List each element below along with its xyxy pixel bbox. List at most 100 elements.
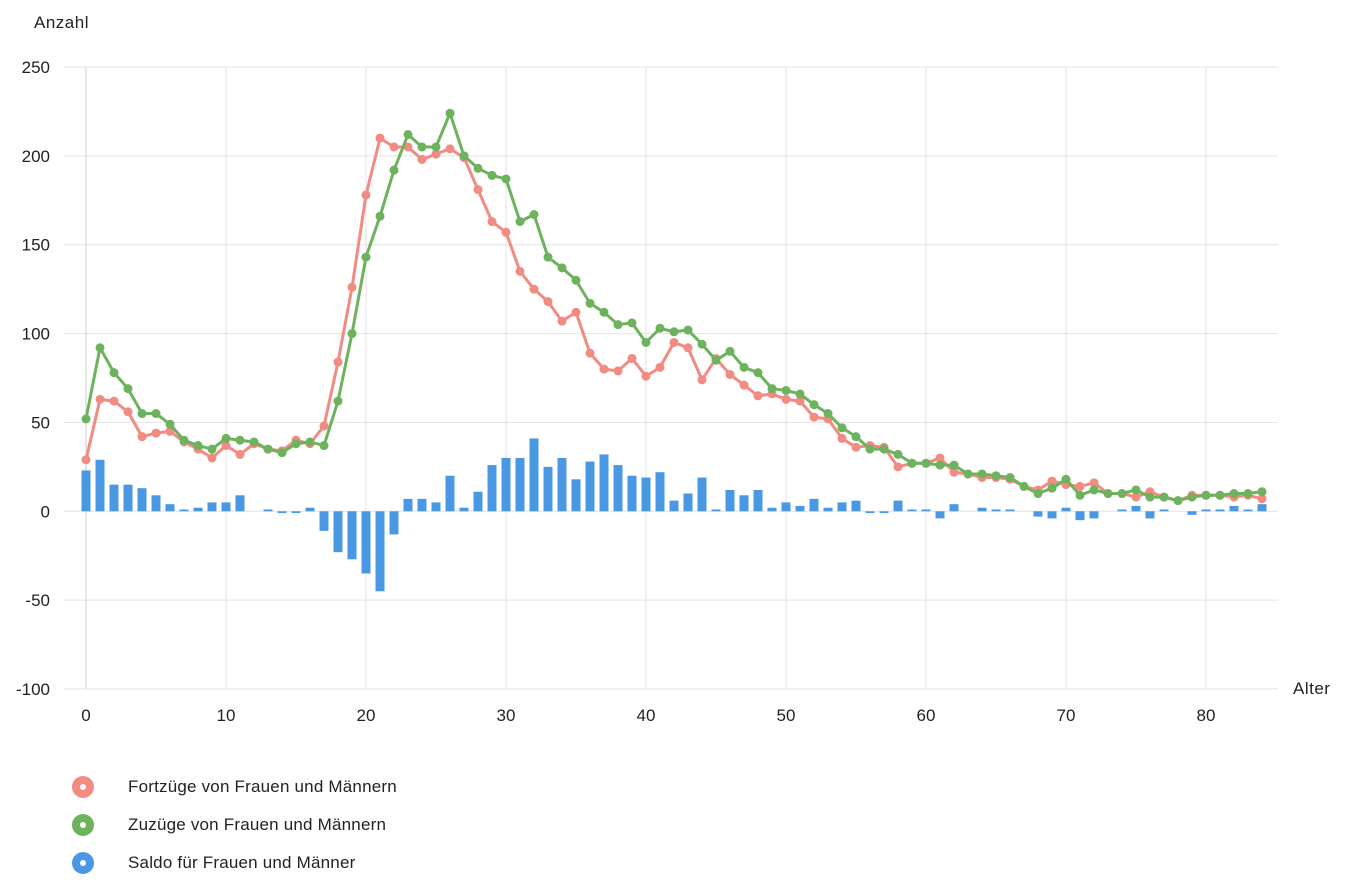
point-zuzuege[interactable] [529, 210, 539, 220]
point-fortzuege[interactable] [445, 144, 455, 154]
point-fortzuege[interactable] [375, 133, 385, 143]
point-fortzuege[interactable] [795, 396, 805, 406]
point-fortzuege[interactable] [1131, 492, 1141, 502]
point-zuzuege[interactable] [389, 165, 399, 175]
point-zuzuege[interactable] [613, 320, 623, 330]
point-zuzuege[interactable] [1005, 473, 1015, 483]
point-zuzuege[interactable] [1019, 481, 1029, 491]
point-zuzuege[interactable] [1103, 489, 1113, 499]
point-zuzuege[interactable] [95, 343, 105, 353]
point-fortzuege[interactable] [585, 348, 595, 358]
point-zuzuege[interactable] [249, 437, 259, 447]
point-zuzuege[interactable] [1117, 489, 1127, 499]
point-zuzuege[interactable] [137, 409, 147, 419]
point-fortzuege[interactable] [403, 142, 413, 152]
point-fortzuege[interactable] [529, 284, 539, 294]
point-zuzuege[interactable] [1243, 489, 1253, 499]
point-zuzuege[interactable] [123, 384, 133, 394]
point-fortzuege[interactable] [753, 391, 763, 401]
point-zuzuege[interactable] [977, 469, 987, 479]
point-zuzuege[interactable] [319, 441, 329, 451]
point-zuzuege[interactable] [655, 323, 665, 333]
legend-item-saldo[interactable]: Saldo für Frauen und Männer [72, 844, 397, 882]
point-zuzuege[interactable] [921, 458, 931, 468]
point-zuzuege[interactable] [375, 211, 385, 221]
point-zuzuege[interactable] [305, 437, 315, 447]
point-zuzuege[interactable] [879, 444, 889, 454]
point-fortzuege[interactable] [389, 142, 399, 152]
point-zuzuege[interactable] [235, 435, 245, 445]
point-fortzuege[interactable] [95, 394, 105, 404]
point-zuzuege[interactable] [949, 460, 959, 470]
point-zuzuege[interactable] [473, 163, 483, 173]
point-zuzuege[interactable] [1201, 490, 1211, 500]
point-zuzuege[interactable] [109, 368, 119, 378]
point-zuzuege[interactable] [291, 439, 301, 449]
point-fortzuege[interactable] [487, 217, 497, 227]
point-fortzuege[interactable] [151, 428, 161, 438]
point-fortzuege[interactable] [949, 467, 959, 477]
point-fortzuege[interactable] [683, 343, 693, 353]
point-zuzuege[interactable] [193, 441, 203, 451]
point-zuzuege[interactable] [417, 142, 427, 152]
point-zuzuege[interactable] [1173, 496, 1183, 506]
point-fortzuege[interactable] [347, 282, 357, 292]
point-zuzuege[interactable] [851, 432, 861, 442]
point-zuzuege[interactable] [1229, 489, 1239, 499]
point-fortzuege[interactable] [109, 396, 119, 406]
point-zuzuege[interactable] [627, 318, 637, 328]
point-zuzuege[interactable] [1033, 489, 1043, 499]
legend-item-zuzuege[interactable]: Zuzüge von Frauen und Männern [72, 806, 397, 844]
point-zuzuege[interactable] [557, 263, 567, 273]
point-fortzuege[interactable] [557, 316, 567, 326]
point-fortzuege[interactable] [935, 453, 945, 463]
point-fortzuege[interactable] [571, 307, 581, 317]
point-zuzuege[interactable] [1061, 474, 1071, 484]
point-zuzuege[interactable] [263, 444, 273, 454]
point-fortzuege[interactable] [1257, 494, 1267, 504]
point-zuzuege[interactable] [669, 327, 679, 337]
point-zuzuege[interactable] [809, 400, 819, 410]
point-zuzuege[interactable] [207, 444, 217, 454]
point-fortzuege[interactable] [1047, 476, 1057, 486]
point-fortzuege[interactable] [627, 353, 637, 363]
point-zuzuege[interactable] [221, 433, 231, 443]
point-zuzuege[interactable] [991, 471, 1001, 481]
point-zuzuege[interactable] [1187, 492, 1197, 502]
point-fortzuege[interactable] [501, 227, 511, 237]
point-fortzuege[interactable] [361, 190, 371, 200]
point-zuzuege[interactable] [641, 337, 651, 347]
point-zuzuege[interactable] [543, 252, 553, 262]
point-zuzuege[interactable] [837, 423, 847, 433]
point-zuzuege[interactable] [599, 307, 609, 317]
point-zuzuege[interactable] [1215, 490, 1225, 500]
point-zuzuege[interactable] [277, 448, 287, 458]
point-zuzuege[interactable] [697, 339, 707, 349]
point-fortzuege[interactable] [1075, 481, 1085, 491]
point-fortzuege[interactable] [235, 449, 245, 459]
point-fortzuege[interactable] [165, 426, 175, 436]
point-fortzuege[interactable] [431, 149, 441, 159]
point-zuzuege[interactable] [487, 170, 497, 180]
point-zuzuege[interactable] [823, 409, 833, 419]
point-fortzuege[interactable] [207, 453, 217, 463]
point-zuzuege[interactable] [935, 460, 945, 470]
point-fortzuege[interactable] [893, 462, 903, 472]
point-fortzuege[interactable] [333, 357, 343, 367]
point-fortzuege[interactable] [319, 421, 329, 431]
point-fortzuege[interactable] [473, 185, 483, 195]
point-zuzuege[interactable] [711, 355, 721, 365]
point-fortzuege[interactable] [81, 455, 91, 465]
point-zuzuege[interactable] [431, 142, 441, 152]
point-fortzuege[interactable] [221, 441, 231, 451]
point-fortzuege[interactable] [137, 432, 147, 442]
point-zuzuege[interactable] [165, 419, 175, 429]
point-fortzuege[interactable] [809, 412, 819, 422]
point-zuzuege[interactable] [1131, 485, 1141, 495]
point-zuzuege[interactable] [501, 174, 511, 184]
point-zuzuege[interactable] [403, 130, 413, 140]
point-fortzuege[interactable] [781, 394, 791, 404]
point-fortzuege[interactable] [851, 442, 861, 452]
point-zuzuege[interactable] [333, 396, 343, 406]
point-zuzuege[interactable] [445, 108, 455, 118]
